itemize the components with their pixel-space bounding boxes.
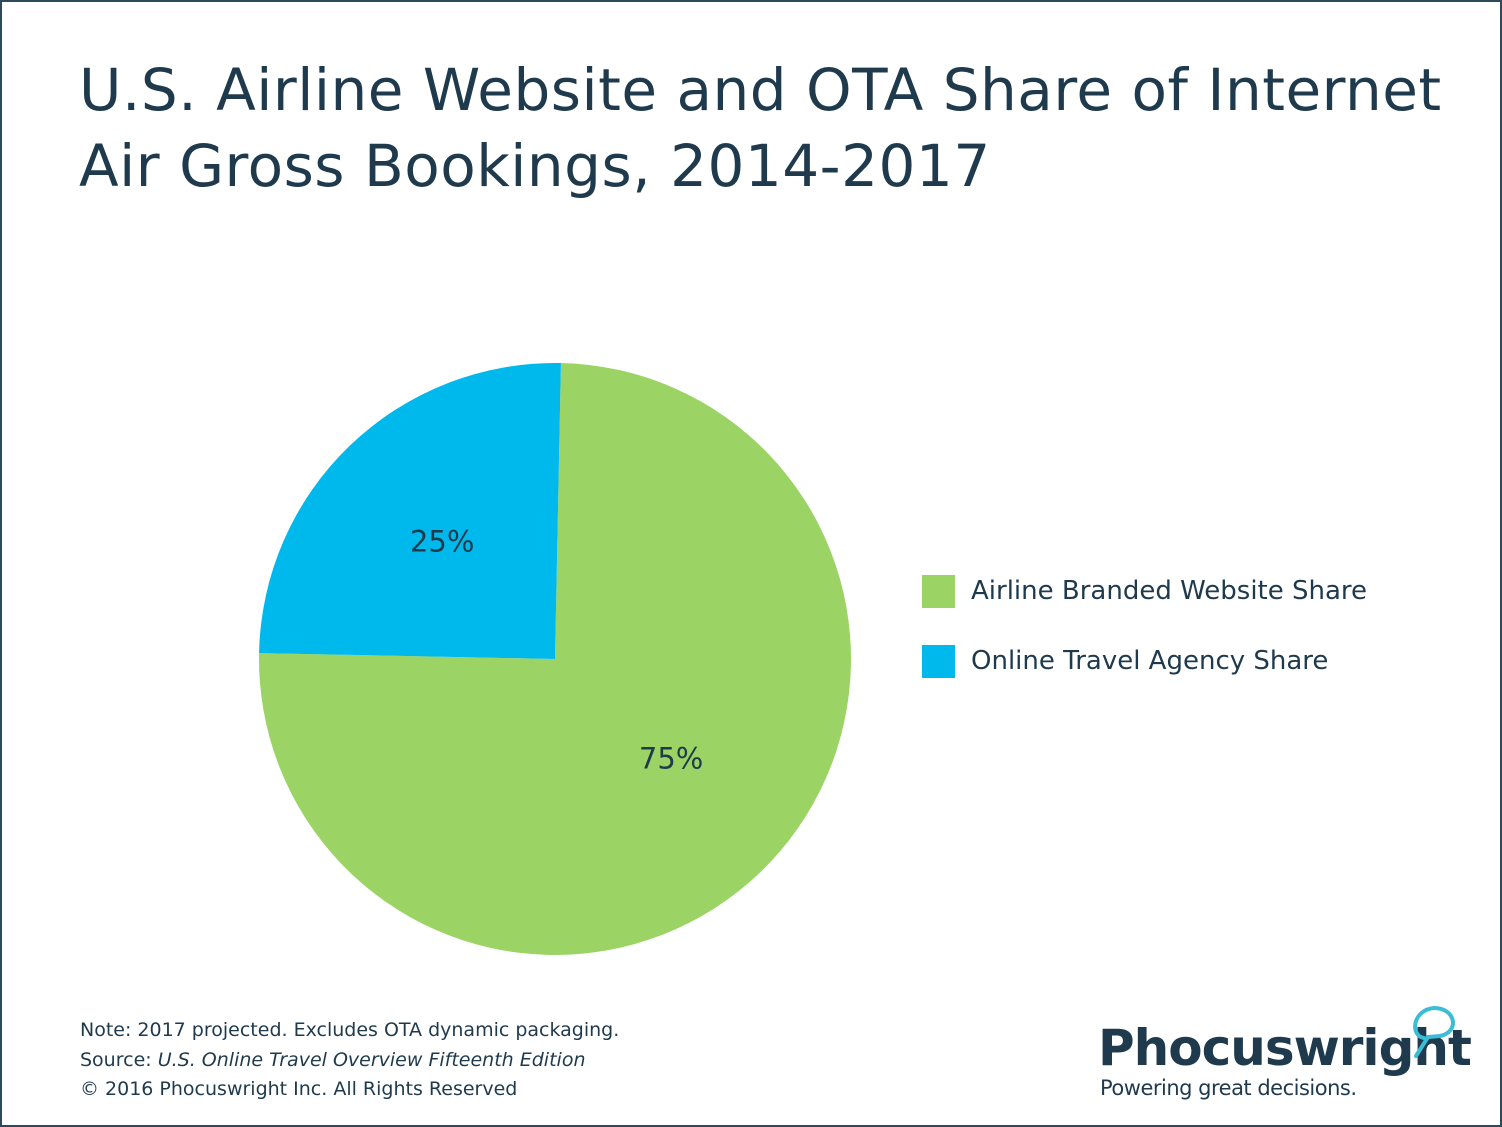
source-prefix: Source:	[80, 1048, 158, 1071]
legend-swatch-ota	[922, 644, 955, 678]
phocuswright-logo: Phocuswright Powering great decisions.	[1098, 1004, 1472, 1100]
legend-swatch-airline	[922, 574, 955, 608]
note-text: Note: 2017 projected. Excludes OTA dynam…	[80, 1019, 620, 1041]
legend-label: Airline Branded Website Share	[971, 576, 1368, 606]
source-line: Source: U.S. Online Travel Overview Fift…	[80, 1046, 619, 1076]
speech-bubble-icon	[1413, 1005, 1455, 1058]
copyright: © 2016 Phocuswright Inc. All Rights Rese…	[80, 1078, 518, 1100]
source-title: U.S. Online Travel Overview Fifteenth Ed…	[157, 1048, 586, 1071]
pie-slice-ota	[259, 362, 561, 659]
legend-label: Online Travel Agency Share	[971, 646, 1329, 676]
legend-item-airline: Airline Branded Website Share	[922, 574, 1367, 608]
legend-item-ota: Online Travel Agency Share	[922, 644, 1367, 678]
data-label: 75%	[639, 742, 703, 776]
logo-name: Phocuswright	[1098, 1019, 1472, 1077]
pie-slice-airline	[258, 363, 851, 956]
data-label: 25%	[410, 525, 474, 559]
footnotes: Note: 2017 projected. Excludes OTA dynam…	[80, 1016, 619, 1105]
legend: Airline Branded Website Share Online Tra…	[922, 574, 1367, 714]
logo-tagline: Powering great decisions.	[1100, 1076, 1357, 1100]
chart-title: U.S. Airline Website and OTA Share of In…	[79, 56, 1442, 200]
